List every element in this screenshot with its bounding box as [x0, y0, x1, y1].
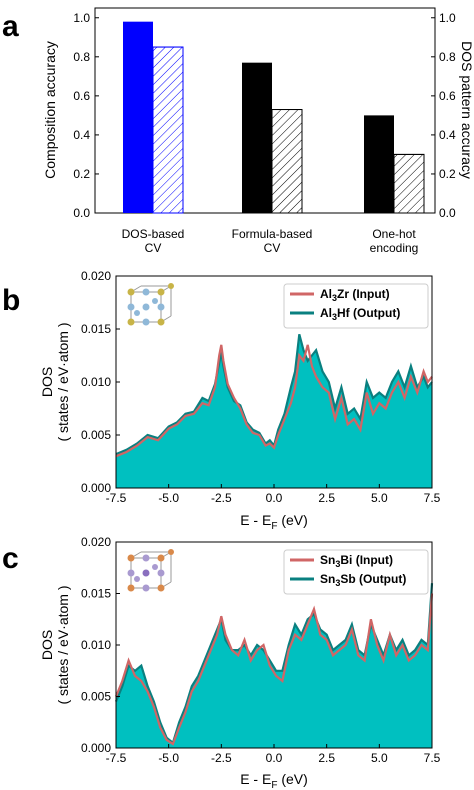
category-label: DOS-based: [122, 227, 185, 241]
x-tick-label: -2.5: [211, 491, 232, 505]
x-axis-ticks-c: -7.5 -5.0 -2.5 0.0 2.5 5.0 7.5: [106, 744, 441, 765]
y-tick-label: 0.015: [81, 587, 111, 601]
x-tick-label: -5.0: [158, 491, 179, 505]
y-axis-unit-c: ( states / eV·atom ): [55, 585, 71, 704]
output-fill-area: [116, 583, 432, 748]
y-tick-label: 0.005: [81, 690, 111, 704]
legend-label: Al3Hf (Output): [320, 306, 400, 322]
bar-composition-accuracy: [242, 62, 272, 213]
y-tick-label: 0.0: [73, 206, 90, 220]
x-axis-label-c: E - EF (eV): [240, 771, 308, 790]
y-axis-label-b: DOS: [39, 367, 55, 397]
y-axis-label-c: DOS: [39, 630, 55, 660]
x-tick-label: -5.0: [158, 751, 179, 765]
output-series-line: [114, 583, 434, 745]
y-tick-label: 0.000: [81, 481, 111, 495]
dos-chart-panel-c: -7.5 -5.0 -2.5 0.0 2.5 5.0 7.5 0.000 0.005 0.010…: [39, 535, 441, 790]
bar-group: [123, 21, 425, 214]
bar-dos-pattern-accuracy: [152, 46, 184, 214]
category-label: encoding: [370, 241, 419, 255]
dos-chart-panel-b: -7.5 -5.0 -2.5 0.0 2.5 5.0 7.5 0.000 0.005 0.010…: [39, 269, 441, 532]
legend-label: Al3Zr (Input): [320, 287, 390, 303]
x-tick-label: 5.0: [371, 491, 388, 505]
legend-c: Sn3Bi (Input) Sn3Sb (Output): [283, 549, 429, 595]
x-axis-ticks-b: -7.5 -5.0 -2.5 0.0 2.5 5.0 7.5: [106, 484, 441, 505]
x-tick-label: 2.5: [318, 491, 335, 505]
panel-label-a: a: [2, 10, 19, 43]
category-label: CV: [145, 241, 162, 255]
y2-tick-label: 0.4: [439, 128, 456, 142]
y-axis-label-left: Composition accuracy: [42, 41, 58, 179]
y2-tick-label: 0.2: [439, 167, 456, 181]
dos-plot-b: [115, 334, 433, 488]
panel-label-b: b: [2, 284, 20, 317]
input-series-line: [114, 593, 434, 746]
legend-b: Al3Zr (Input) Al3Hf (Output): [283, 283, 429, 329]
y-tick-label: 0.020: [81, 269, 111, 283]
y2-tick-label: 1.0: [439, 11, 456, 25]
y-axis-ticks-right: 0.0 0.2 0.4 0.6 0.8 1.0: [431, 11, 456, 220]
x-tick-label: 0.0: [266, 491, 283, 505]
bar-dos-pattern-accuracy: [393, 153, 425, 214]
x-tick-label: -7.5: [106, 751, 127, 765]
y-tick-label: 1.0: [73, 11, 90, 25]
y2-tick-label: 0.6: [439, 89, 456, 103]
category-label: CV: [264, 241, 281, 255]
output-series-line: [115, 334, 433, 456]
crystal-structure-icon: [127, 549, 174, 592]
category-labels: DOS-basedCVFormula-basedCVOne-hotencodin…: [122, 227, 419, 255]
legend-box: [283, 283, 429, 329]
y-tick-label: 0.6: [73, 89, 90, 103]
y-tick-label: 0.8: [73, 50, 90, 64]
bar-dos-pattern-accuracy: [271, 109, 303, 214]
bar-composition-accuracy: [364, 115, 394, 213]
y-tick-label: 0.000: [81, 741, 111, 755]
y-tick-label: 0.2: [73, 167, 90, 181]
x-tick-label: 7.5: [424, 751, 441, 765]
y-tick-label: 0.4: [73, 128, 90, 142]
y-tick-label: 0.010: [81, 638, 111, 652]
crystal-structure-icon: [127, 283, 174, 326]
x-tick-label: -7.5: [106, 491, 127, 505]
input-series-line: [115, 344, 433, 458]
x-axis-label-b: E - EF (eV): [240, 512, 308, 532]
output-fill-area: [116, 334, 432, 488]
panel-label-c: c: [2, 542, 19, 575]
x-tick-label: 2.5: [318, 751, 335, 765]
dos-plot-c: [114, 583, 434, 748]
y-axis-unit-b: ( states / eV·atom ): [55, 322, 71, 441]
y-tick-label: 0.015: [81, 322, 111, 336]
y2-tick-label: 0.8: [439, 50, 456, 64]
x-tick-label: -2.5: [211, 751, 232, 765]
y-axis-ticks-c: 0.000 0.005 0.010 0.015 0.020: [81, 535, 120, 755]
y-tick-label: 0.005: [81, 428, 111, 442]
bar-composition-accuracy: [123, 21, 153, 213]
category-label: One-hot: [372, 227, 416, 241]
category-label: Formula-based: [232, 227, 313, 241]
legend-box: [283, 549, 429, 595]
legend-label: Sn3Bi (Input): [320, 553, 393, 569]
y-tick-label: 0.010: [81, 375, 111, 389]
bar-chart-panel-a: 0.0 0.2 0.4 0.6 0.8 1.0 0.0 0.2 0.4 0.6 0.8 1.0 DO…: [42, 7, 474, 255]
y-axis-ticks-left: 0.0 0.2 0.4 0.6 0.8 1.0: [73, 11, 99, 220]
y-axis-label-right: DOS pattern accuracy: [459, 41, 474, 179]
y2-tick-label: 0.0: [439, 206, 456, 220]
y-tick-label: 0.020: [81, 535, 111, 549]
x-tick-label: 0.0: [266, 751, 283, 765]
x-tick-label: 5.0: [371, 751, 388, 765]
y-axis-ticks-b: 0.000 0.005 0.010 0.015 0.020: [81, 269, 120, 495]
legend-label: Sn3Sb (Output): [320, 572, 406, 588]
x-tick-label: 7.5: [424, 491, 441, 505]
